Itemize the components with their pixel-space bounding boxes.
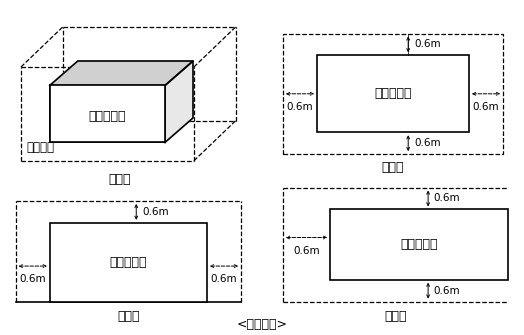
Text: 방호대상물: 방호대상물 (110, 256, 147, 269)
Bar (50, 223, 207, 302)
Text: 입면도: 입면도 (117, 310, 139, 323)
Bar (330, 209, 508, 280)
Text: <방호공간>: <방호공간> (236, 318, 288, 331)
Text: 방호대상물: 방호대상물 (89, 110, 126, 123)
Text: 입체도: 입체도 (109, 173, 131, 186)
Text: 0.6m: 0.6m (414, 40, 441, 49)
Text: 0.6m: 0.6m (433, 194, 460, 203)
Text: 0.6m: 0.6m (433, 286, 460, 295)
Text: 평면도: 평면도 (382, 161, 404, 174)
Polygon shape (50, 61, 193, 85)
Text: 방호대상물: 방호대상물 (374, 87, 412, 100)
Text: 방호대상물: 방호대상물 (400, 238, 438, 251)
Text: 방호공간: 방호공간 (26, 141, 54, 154)
Bar (317, 55, 469, 132)
Text: 0.6m: 0.6m (287, 102, 313, 112)
Text: 0.6m: 0.6m (414, 138, 441, 148)
Polygon shape (165, 61, 193, 142)
FancyBboxPatch shape (50, 85, 165, 142)
Text: 0.6m: 0.6m (143, 207, 169, 217)
Bar (283, 34, 503, 154)
Text: 0.6m: 0.6m (293, 246, 320, 256)
Text: 0.6m: 0.6m (19, 274, 46, 284)
Text: 측면도: 측면도 (385, 310, 407, 323)
Bar (50, 85, 165, 142)
Text: 0.6m: 0.6m (473, 102, 499, 112)
Text: 0.6m: 0.6m (211, 274, 237, 284)
